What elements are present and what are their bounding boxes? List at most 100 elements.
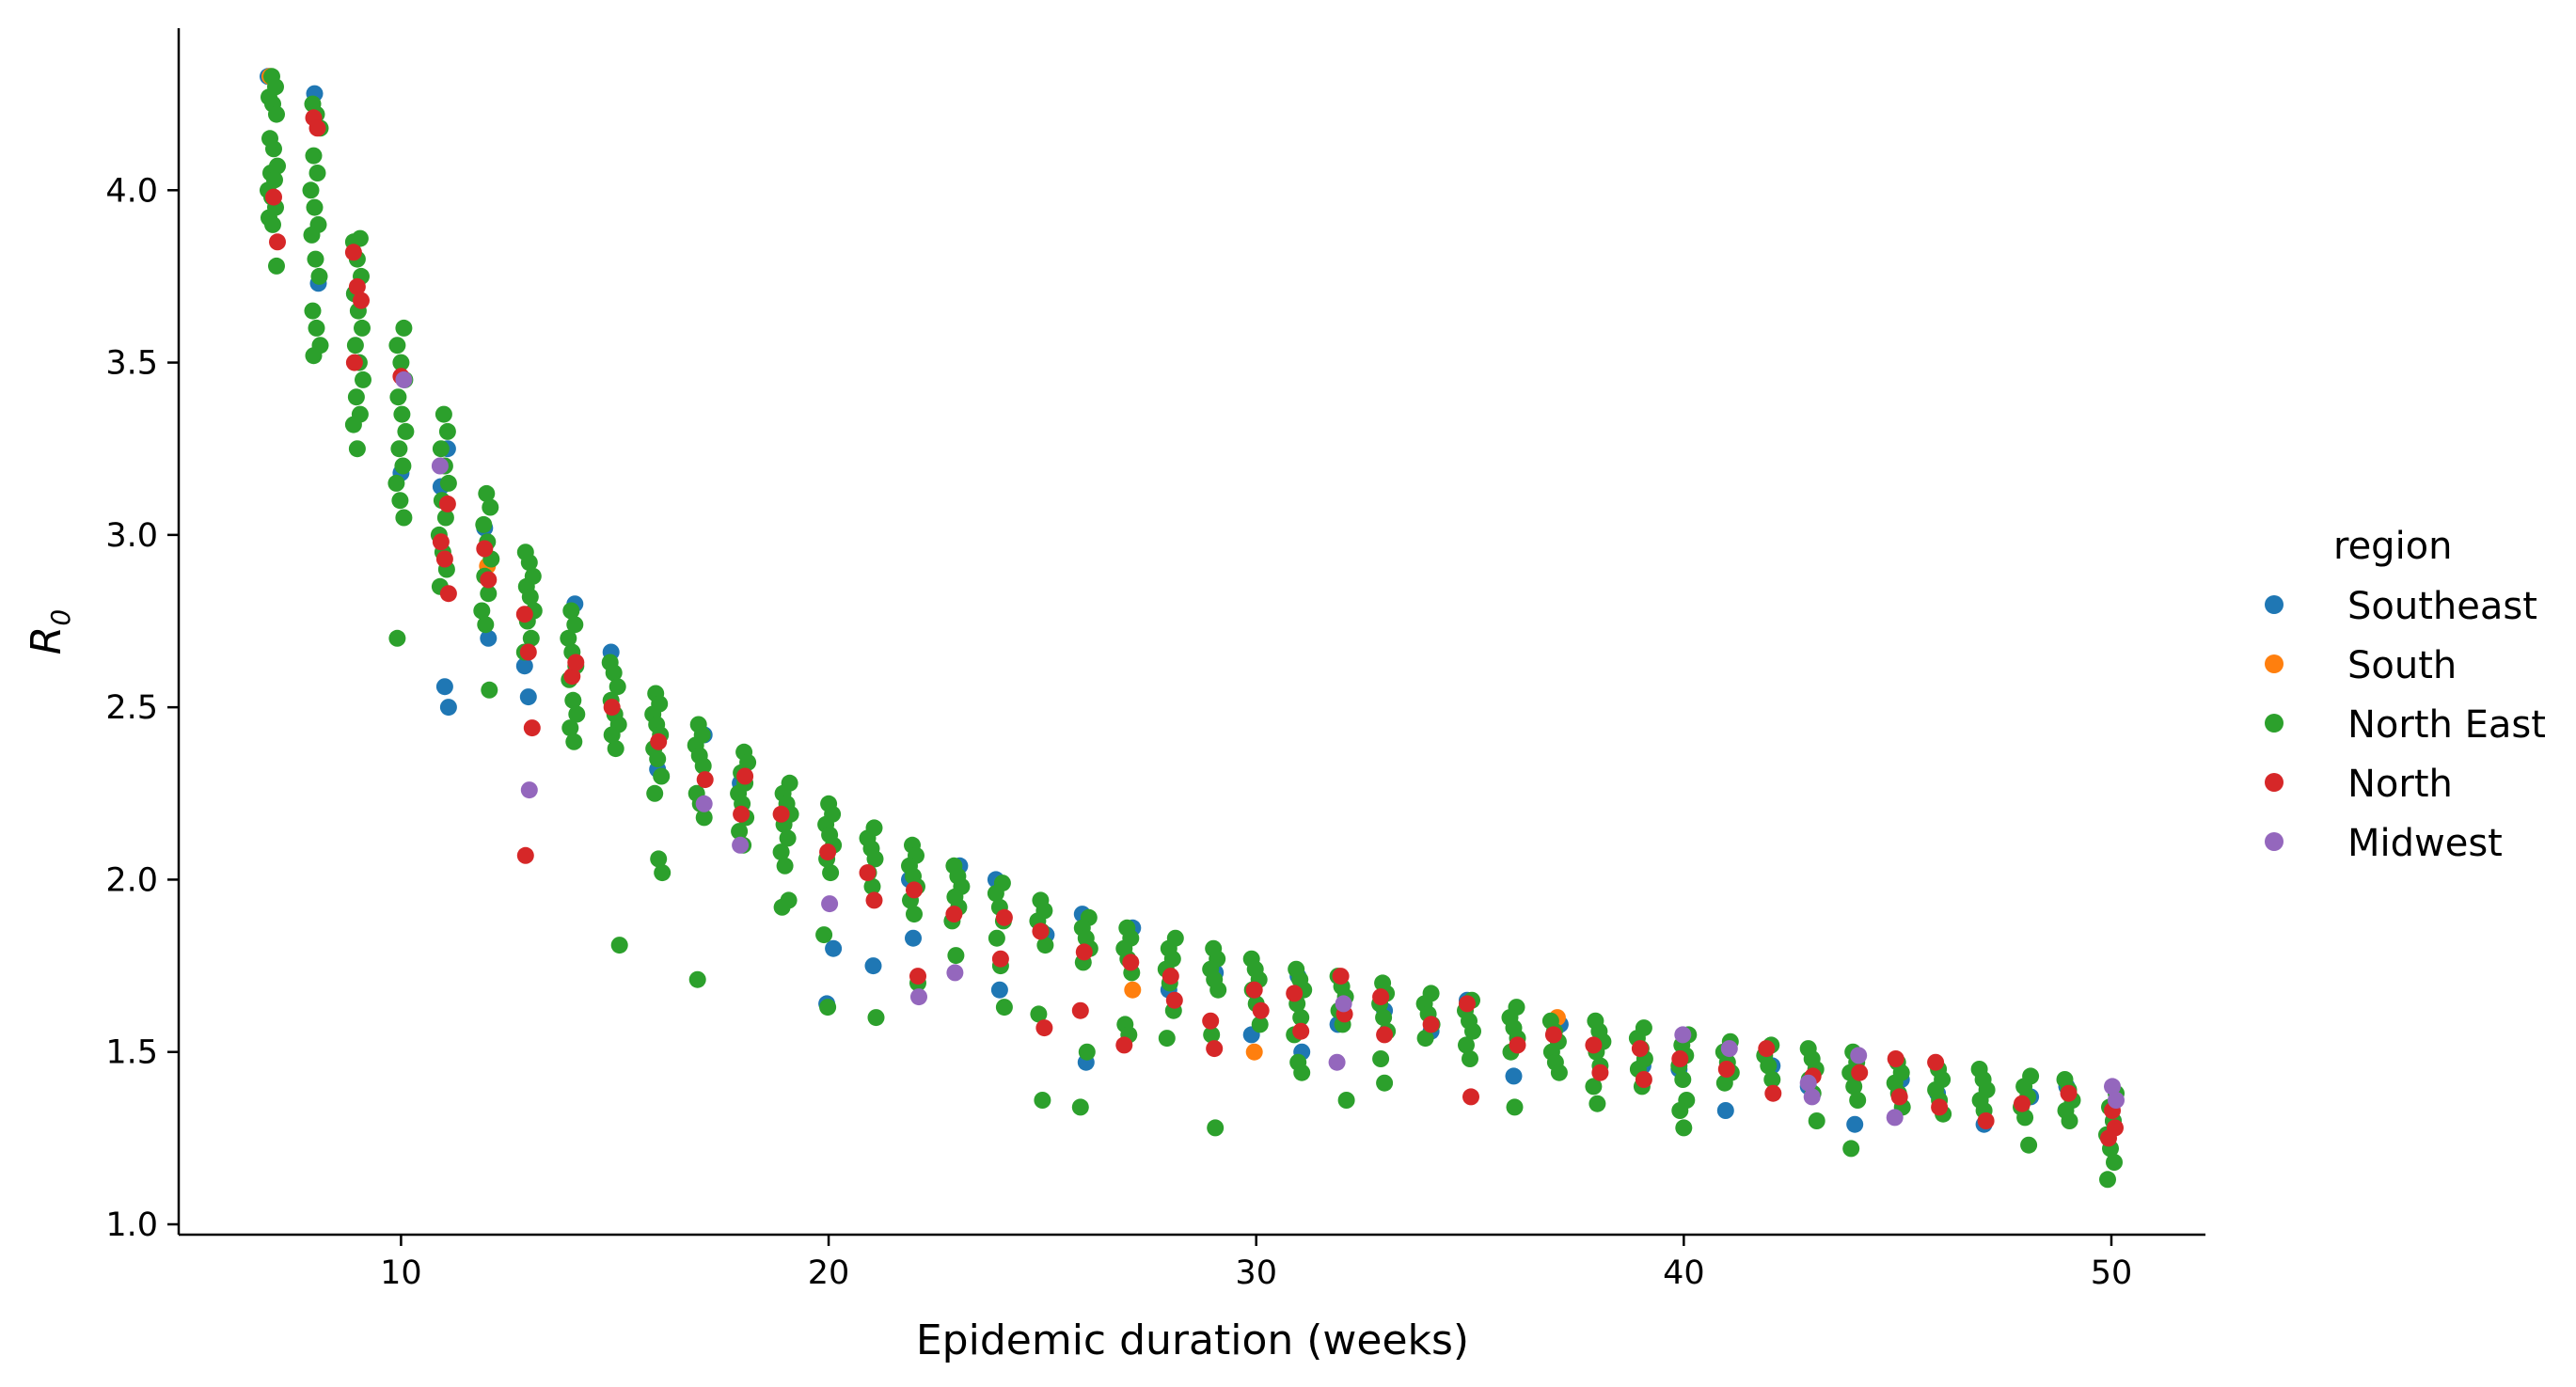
data-point [772, 843, 790, 861]
data-point [822, 864, 840, 882]
data-point [1715, 1074, 1733, 1092]
data-point [1328, 1053, 1346, 1071]
data-point [2061, 1112, 2078, 1129]
data-point [515, 606, 533, 623]
data-point [1372, 988, 1390, 1006]
data-point [772, 805, 790, 823]
data-point [563, 668, 581, 686]
legend-marker [2265, 595, 2284, 614]
legend-label: North [2347, 763, 2453, 806]
data-point [516, 846, 534, 864]
data-point [1034, 1092, 1051, 1109]
data-point [864, 957, 882, 975]
data-point [435, 405, 452, 423]
legend-marker [2265, 773, 2284, 792]
data-point [481, 681, 498, 699]
data-point [392, 354, 410, 371]
data-point [1124, 981, 1142, 999]
data-point [1115, 1036, 1133, 1054]
series-north-east [260, 68, 2125, 1189]
data-point [696, 771, 714, 789]
y-tick-label: 1.5 [105, 1034, 158, 1072]
data-point [1631, 1040, 1649, 1058]
data-point [565, 733, 583, 750]
data-point [1071, 1098, 1089, 1116]
data-point [355, 370, 371, 388]
data-point [779, 829, 797, 847]
data-point [346, 337, 364, 355]
data-point [344, 244, 362, 261]
data-point [1803, 1088, 1821, 1106]
data-point [519, 643, 537, 661]
data-point [1509, 1036, 1526, 1054]
axes: 10 20 30 40 50 1.0 1.5 2.0 2.5 3.0 3.5 4.0 [105, 28, 2205, 1292]
data-point [694, 757, 712, 775]
data-point [987, 885, 1004, 903]
data-point [439, 699, 457, 717]
data-point [695, 809, 713, 827]
data-point [1458, 1036, 1475, 1054]
data-point [1758, 1040, 1776, 1058]
data-point [991, 950, 1009, 968]
data-point [906, 881, 923, 899]
legend-label: Midwest [2347, 822, 2503, 865]
data-point [1931, 1098, 1949, 1116]
data-point [1422, 1016, 1440, 1033]
data-point [654, 864, 672, 882]
data-point [1842, 1140, 1860, 1158]
data-point [480, 571, 498, 589]
data-point [347, 388, 365, 406]
x-tick-label: 30 [1235, 1254, 1277, 1292]
data-point [1286, 985, 1304, 1002]
data-point [264, 215, 281, 233]
data-point [1376, 1026, 1394, 1044]
data-point [310, 267, 328, 285]
data-point [1585, 1036, 1603, 1054]
data-point [2014, 1095, 2031, 1112]
data-point [561, 719, 579, 737]
data-point [867, 1009, 885, 1027]
data-point [773, 898, 791, 916]
data-point [354, 319, 371, 337]
series-southeast [260, 68, 2122, 1133]
data-point [353, 292, 370, 309]
data-point [523, 719, 541, 737]
data-point [859, 864, 877, 882]
data-point [268, 105, 285, 123]
data-point [395, 509, 413, 527]
data-point [265, 140, 282, 158]
data-point [607, 740, 624, 758]
data-point [819, 843, 837, 861]
data-point [344, 416, 362, 433]
data-point [388, 629, 406, 647]
data-point [1030, 1005, 1048, 1023]
data-point [988, 929, 1005, 947]
data-point [1462, 1050, 1478, 1067]
data-point [482, 498, 499, 516]
legend-marker [2265, 714, 2284, 733]
data-point [348, 277, 366, 295]
data-point [473, 602, 491, 620]
y-axis-label: R0 [23, 609, 76, 654]
data-point [1337, 1092, 1355, 1109]
legend-item-midwest: Midwest [2265, 822, 2503, 865]
data-point [1335, 995, 1352, 1013]
y-tick-label: 3.5 [105, 345, 158, 383]
data-point [1207, 1119, 1225, 1137]
data-point [905, 929, 922, 947]
data-point [1162, 968, 1179, 985]
data-point [1550, 1064, 1568, 1081]
data-point [476, 540, 494, 558]
data-point [946, 964, 964, 982]
data-point [603, 699, 621, 717]
data-point [1716, 1102, 1734, 1119]
data-point [475, 515, 493, 533]
data-point [435, 678, 453, 696]
data-point [269, 233, 286, 251]
data-point [1799, 1074, 1817, 1092]
data-point [649, 750, 667, 768]
data-point [268, 257, 285, 275]
data-point [1165, 991, 1183, 1009]
data-point [348, 440, 366, 458]
data-point [439, 474, 457, 492]
